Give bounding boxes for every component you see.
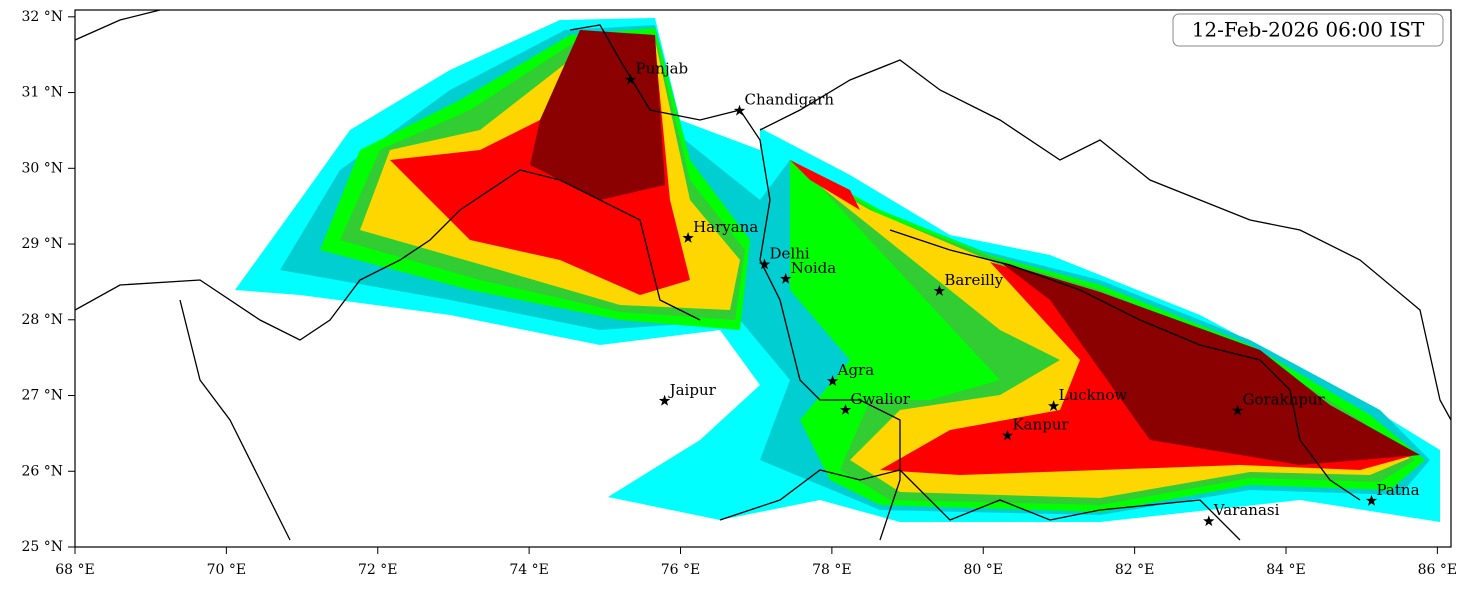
- city-label: Delhi: [770, 244, 810, 262]
- city-marker: [624, 73, 637, 85]
- precip-field: [235, 18, 1440, 522]
- border: [889, 229, 1361, 501]
- city-marker: [839, 403, 852, 415]
- plot-frame: [74, 9, 1452, 548]
- city-label: Noida: [791, 259, 837, 277]
- border: [719, 469, 1241, 541]
- city-marker: [758, 258, 771, 270]
- y-tick-label: 25 °N: [21, 539, 63, 555]
- borders: [75, 10, 1451, 541]
- city-marker: [826, 375, 839, 386]
- y-tick-label: 29 °N: [21, 236, 63, 252]
- city-marker: [933, 285, 946, 296]
- city-label: Gorakhpur: [1243, 391, 1326, 409]
- city-marker: [658, 394, 671, 406]
- field-darkred: [530, 30, 1420, 465]
- x-tick-label: 82 °E: [1115, 562, 1154, 578]
- x-tick-label: 74 °E: [509, 562, 548, 578]
- y-tick-label: 30 °N: [21, 160, 63, 176]
- city-marker: [733, 104, 746, 116]
- city-label: Patna: [1377, 481, 1420, 499]
- x-tick-label: 72 °E: [358, 562, 397, 578]
- x-tick-label: 84 °E: [1266, 562, 1305, 578]
- timestamp: 12-Feb-2026 06:00 IST: [1192, 18, 1425, 42]
- city-label: Varanasi: [1213, 501, 1280, 519]
- city-marker: [1047, 400, 1060, 411]
- city-marker: [780, 272, 792, 284]
- y-tick-label: 27 °N: [21, 388, 63, 404]
- city-marker: [1001, 429, 1014, 441]
- x-tick-label: 68 °E: [55, 562, 94, 578]
- y-tick-label: 28 °N: [21, 312, 63, 328]
- y-tick-label: 31 °N: [21, 85, 63, 101]
- city-label: Punjab: [636, 60, 689, 78]
- city-marker: [1365, 494, 1378, 506]
- x-tick-label: 86 °E: [1418, 562, 1457, 578]
- border: [75, 10, 291, 541]
- city-label: Kanpur: [1012, 416, 1069, 434]
- x-tick-label: 76 °E: [661, 562, 700, 578]
- border: [569, 24, 901, 541]
- city-marker: [682, 232, 694, 243]
- y-tick-label: 26 °N: [21, 463, 63, 479]
- x-tick-label: 78 °E: [812, 562, 851, 578]
- city-label: Jaipur: [668, 381, 717, 399]
- city-marker: [1203, 515, 1215, 527]
- city-label: Chandigarh: [745, 91, 835, 109]
- y-tick-label: 32 °N: [21, 9, 63, 25]
- x-tick-label: 70 °E: [207, 562, 246, 578]
- city-marker: [1231, 404, 1244, 416]
- x-tick-label: 80 °E: [964, 562, 1003, 578]
- border: [759, 59, 1451, 421]
- city-label: Bareilly: [944, 271, 1003, 289]
- city-label: Gwalior: [850, 390, 910, 408]
- city-label: Haryana: [693, 218, 758, 236]
- timestamp-box: [1172, 13, 1444, 47]
- border: [75, 169, 701, 341]
- city-label: Lucknow: [1059, 386, 1128, 404]
- city-label: Agra: [837, 361, 875, 379]
